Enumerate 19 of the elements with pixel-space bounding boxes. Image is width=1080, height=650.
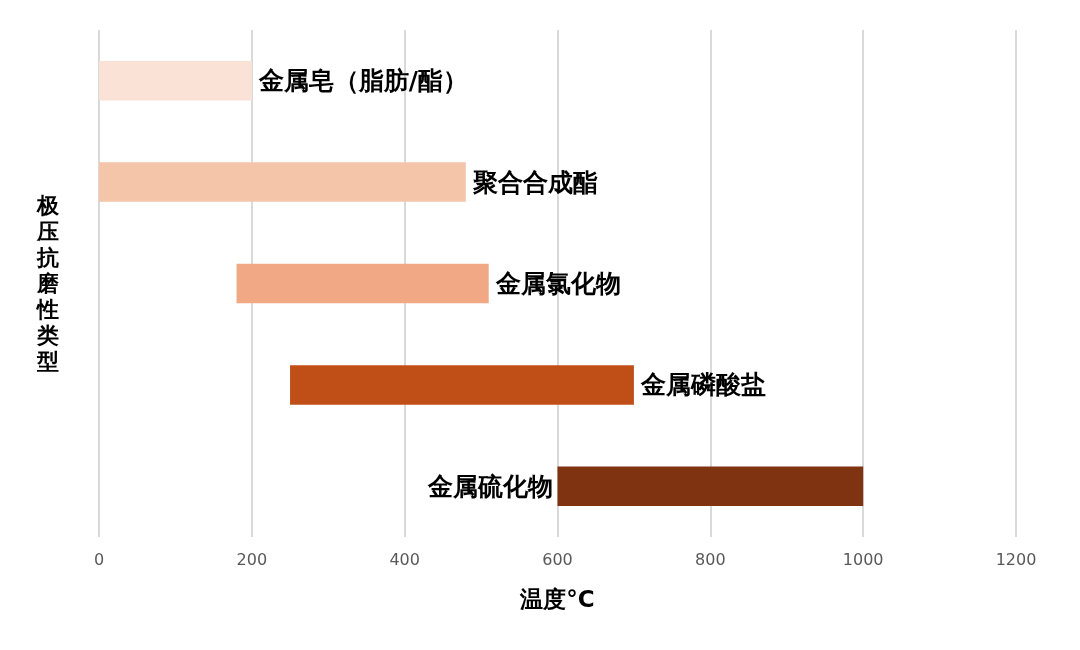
y-tick-label: 金属硫化物 [426,471,553,501]
y-tick-label: 金属氯化物 [494,269,621,298]
x-tick-label: 800 [695,549,726,569]
bar [236,263,489,304]
x-tick-label: 1200 [995,549,1037,569]
x-tick-label: 200 [236,549,268,569]
bar [99,60,252,101]
bar [290,365,634,405]
y-axis-title: 极压抗磨性类型 [35,193,60,374]
bar [557,466,864,507]
x-tick-label: 0 [93,549,105,569]
bar [99,162,466,202]
x-tick-label: 600 [542,549,573,569]
y-tick-label: 金属磷酸盐 [639,370,766,400]
y-tick-label: 金属皂（脂肪/酯） [257,66,468,96]
y-tick-label: 聚合合成酯 [471,167,598,197]
x-tick-label: 400 [389,549,420,569]
x-axis-title: 温度°C [519,585,595,612]
x-tick-label: 1000 [842,549,884,569]
